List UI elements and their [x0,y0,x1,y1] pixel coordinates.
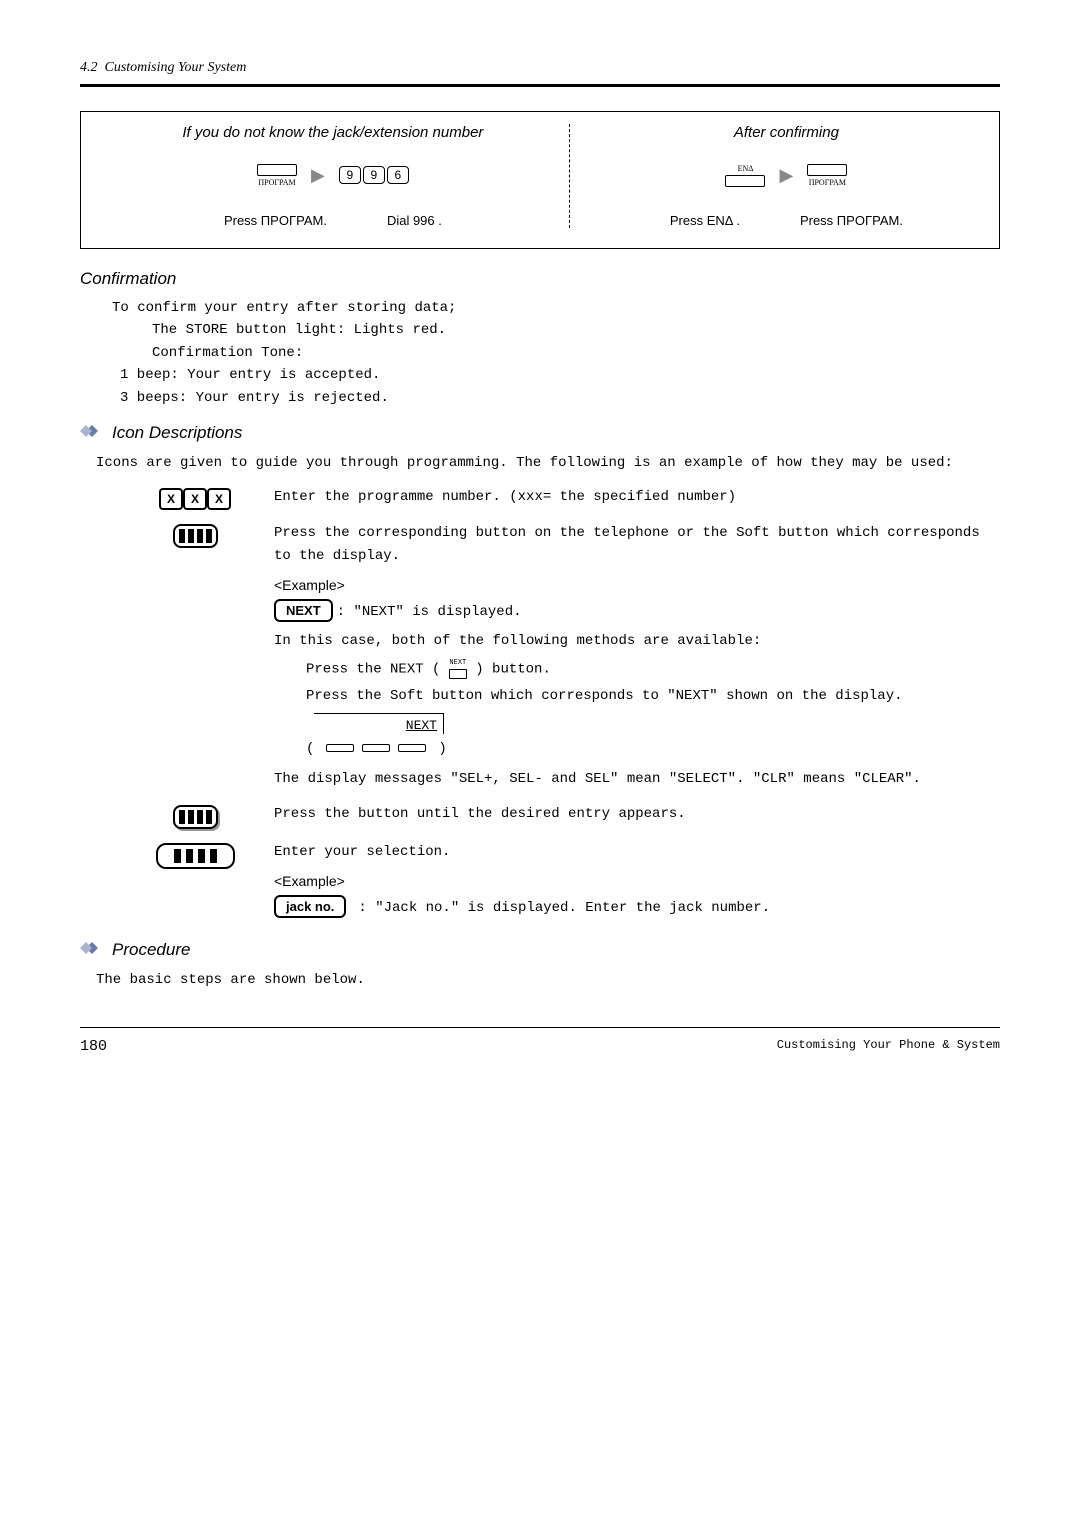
example-label: <Example> [274,873,1000,889]
soft-display-text: NEXT [406,718,437,733]
xxx-desc: Enter the programme number. (xxx= the sp… [274,486,1000,508]
flow-right: After confirming ΕΝΔ ▶ ΠΡΟΓΡΑΜ Press ΕΝΔ… [569,124,983,228]
procedure-text: The basic steps are shown below. [96,969,1000,991]
end-label: ΕΝΔ [738,164,754,173]
confirmation-line: The STORE button light: Lights red. [152,319,1000,341]
jack-desc: : "Jack no." is displayed. Enter the jac… [358,900,770,916]
both-methods: In this case, both of the following meth… [274,630,1000,652]
soft-display: NEXT [314,713,444,734]
flow-right-labels: Press ΕΝΔ . Press ΠΡΟΓΡΑΜ. [590,213,983,228]
arrow-icon: ▶ [779,165,793,186]
bars3-desc: Enter your selection. [274,841,1000,863]
icon-desc-title-text: Icon Descriptions [112,423,242,443]
tiny-next-key: NEXT [449,658,467,679]
bars-shadow-icon [140,803,250,829]
jack-line: jack no. : "Jack no." is displayed. Ente… [274,895,1000,919]
button-rect [257,164,297,176]
bars-icon [140,522,250,548]
footer-right: Customising Your Phone & System [777,1038,1000,1055]
confirmation-line: 1 beep: Your entry is accepted. [120,364,1000,386]
bars-wide-icon [140,841,250,869]
flow-right-title: After confirming [590,124,983,141]
example-label: <Example> [274,577,1000,593]
sel-text: The display messages "SEL+, SEL- and SEL… [274,768,1000,790]
icon-descriptions-title: Icon Descriptions [80,423,1000,444]
desc-row-bars: Press the corresponding button on the te… [140,522,1000,790]
press-next-line: Press the NEXT ( NEXT ) button. [306,658,1000,681]
diamond-icon [80,940,104,961]
next-displayed: : "NEXT" is displayed. [337,604,522,620]
x-digit: X [207,488,231,510]
confirmation-title: Confirmation [80,269,1000,289]
dial-996-label: Dial 996 . [387,213,442,228]
program-label: ΠΡΟΓΡΑΜ [258,178,295,187]
program-button-icon: ΠΡΟΓΡΑΜ [807,164,847,187]
footer-rule [80,1027,1000,1028]
press-program-label: Press ΠΡΟΓΡΑΜ. [224,213,327,228]
x-digit: X [159,488,183,510]
page-footer: 180 Customising Your Phone & System [80,1038,1000,1055]
page-header: 4.2 Customising Your System [80,60,1000,76]
press-end-label: Press ΕΝΔ . [670,213,740,228]
press-soft: Press the Soft button which corresponds … [306,685,1000,707]
desc-row-bars3: Enter your selection. <Example> jack no.… [140,841,1000,920]
page-number: 180 [80,1038,107,1055]
bars-desc: Press the corresponding button on the te… [274,522,1000,567]
procedure-title-text: Procedure [112,940,190,960]
program-button-icon: ΠΡΟΓΡΑΜ [257,164,297,187]
soft-keys [326,744,426,752]
paren-close: ) [438,741,446,757]
flow-left-labels: Press ΠΡΟΓΡΑΜ. Dial 996 . [97,213,569,228]
bars2-desc: Press the button until the desired entry… [274,803,1000,825]
soft-key [362,744,390,752]
flow-right-row: ΕΝΔ ▶ ΠΡΟΓΡΑΜ [590,157,983,193]
section-title: Customising Your System [105,60,247,75]
icon-desc-intro: Icons are given to guide you through pro… [96,452,1000,474]
jack-pill: jack no. [274,895,346,918]
desc-row-xxx: X X X Enter the programme number. (xxx= … [140,486,1000,510]
flow-left: If you do not know the jack/extension nu… [97,124,569,228]
flow-left-row: ΠΡΟΓΡΑΜ ▶ 9 9 6 [97,157,569,193]
desc-row-bars2: Press the button until the desired entry… [140,803,1000,829]
next-pill: NEXT [274,599,333,622]
soft-key [398,744,426,752]
xxx-icon: X X X [140,486,250,510]
soft-display-block: NEXT ( ) [306,713,1000,760]
paren-open: ( [306,741,314,757]
digit: 6 [387,166,409,184]
tiny-next-label: NEXT [449,658,466,669]
confirmation-line: 3 beeps: Your entry is rejected. [120,387,1000,409]
digits-996: 9 9 6 [339,166,409,184]
procedure-title: Procedure [80,940,1000,961]
button-rect [807,164,847,176]
next-example-line: NEXT : "NEXT" is displayed. [274,599,1000,623]
press-program-label: Press ΠΡΟΓΡΑΜ. [800,213,903,228]
soft-key [326,744,354,752]
press-next-post: ) button. [475,661,551,677]
press-next-pre: Press the NEXT ( [306,661,440,677]
confirmation-line: Confirmation Tone: [152,342,1000,364]
end-button-icon: ΕΝΔ [725,164,765,187]
diamond-icon [80,423,104,444]
digit: 9 [363,166,385,184]
arrow-icon: ▶ [311,165,325,186]
x-digit: X [183,488,207,510]
button-rect [725,175,765,187]
header-rule [80,84,1000,87]
program-label: ΠΡΟΓΡΑΜ [809,178,846,187]
section-num: 4.2 [80,60,98,75]
flow-box: If you do not know the jack/extension nu… [80,111,1000,249]
flow-left-title: If you do not know the jack/extension nu… [97,124,569,141]
confirmation-line: To confirm your entry after storing data… [112,297,1000,319]
digit: 9 [339,166,361,184]
